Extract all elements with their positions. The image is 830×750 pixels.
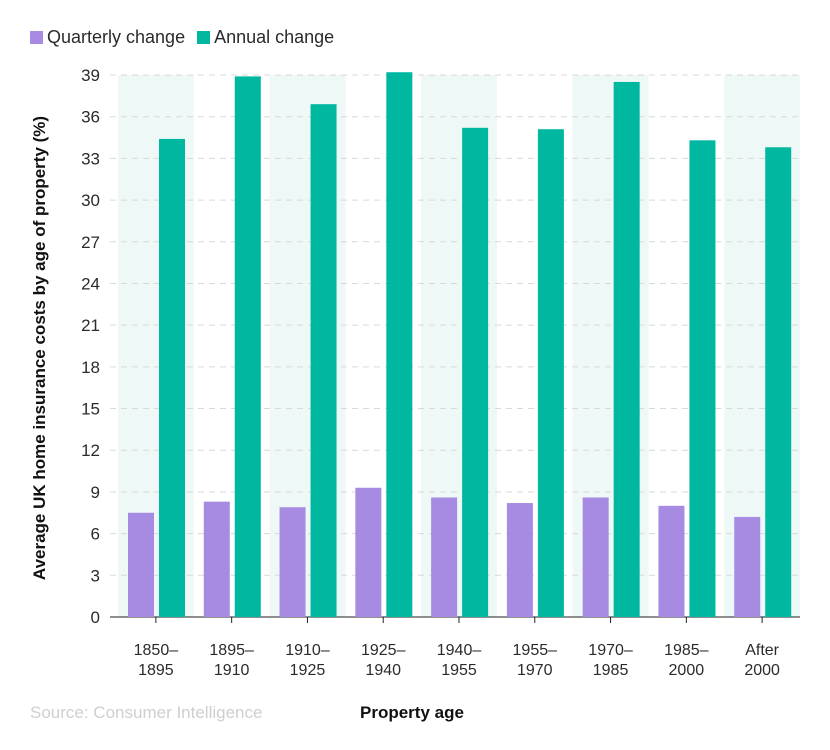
bar-annual-change	[310, 104, 337, 617]
bar-quarterly-change	[203, 501, 230, 617]
bar-quarterly-change	[355, 487, 382, 617]
x-tick-label: 1955– 1970	[513, 642, 558, 679]
legend-item-annual[interactable]: Annual change	[197, 27, 334, 48]
legend-swatch-annual	[197, 31, 211, 44]
x-tick-label: 1985– 2000	[664, 642, 709, 679]
legend-item-quarterly[interactable]: Quarterly change	[30, 27, 185, 48]
x-tick-label: 1970– 1985	[588, 642, 633, 679]
x-tick-label: 1910– 1925	[285, 642, 330, 679]
y-tick-label: 12	[81, 441, 100, 460]
legend: Quarterly change Annual change	[30, 27, 346, 48]
source-note: Source: Consumer Intelligence	[30, 703, 263, 722]
bar-quarterly-change	[506, 503, 533, 617]
y-tick-label: 9	[91, 483, 100, 502]
y-tick-label: 3	[91, 566, 100, 585]
x-tick-label: 1925– 1940	[361, 642, 406, 679]
x-axis-title: Property age	[360, 703, 464, 722]
x-tick-label: 1895– 1910	[209, 642, 254, 679]
bar-annual-change	[462, 127, 489, 618]
x-tick-label: 1850– 1895	[134, 642, 179, 679]
bar-quarterly-change	[279, 507, 306, 617]
y-tick-label: 27	[81, 233, 100, 252]
bar-annual-change	[386, 72, 413, 617]
legend-swatch-quarterly	[30, 31, 43, 44]
y-tick-label: 6	[91, 525, 100, 544]
bar-quarterly-change	[734, 516, 761, 617]
bar-quarterly-change	[128, 512, 154, 617]
y-tick-label: 15	[81, 400, 100, 419]
bar-annual-change	[234, 76, 261, 617]
y-tick-label: 24	[81, 274, 100, 293]
bar-annual-change	[613, 81, 640, 617]
x-tick-label: After 2000	[744, 642, 780, 679]
bar-quarterly-change	[658, 505, 685, 617]
legend-label-annual: Annual change	[214, 27, 335, 47]
y-tick-label: 36	[81, 108, 100, 127]
y-tick-label: 33	[81, 149, 100, 168]
y-tick-label: 0	[91, 608, 100, 627]
bar-annual-change	[689, 140, 716, 618]
bar-quarterly-change	[582, 497, 609, 617]
bar-quarterly-change	[431, 497, 458, 617]
y-tick-label: 21	[81, 316, 100, 335]
y-tick-label: 18	[81, 358, 100, 377]
bar-annual-change	[765, 147, 792, 617]
y-tick-label: 39	[81, 66, 100, 85]
bar-annual-change	[159, 138, 185, 617]
legend-label-quarterly: Quarterly change	[47, 27, 186, 47]
x-tick-label: 1940– 1955	[437, 642, 482, 679]
y-tick-label: 30	[81, 191, 100, 210]
bar-annual-change	[537, 129, 564, 617]
